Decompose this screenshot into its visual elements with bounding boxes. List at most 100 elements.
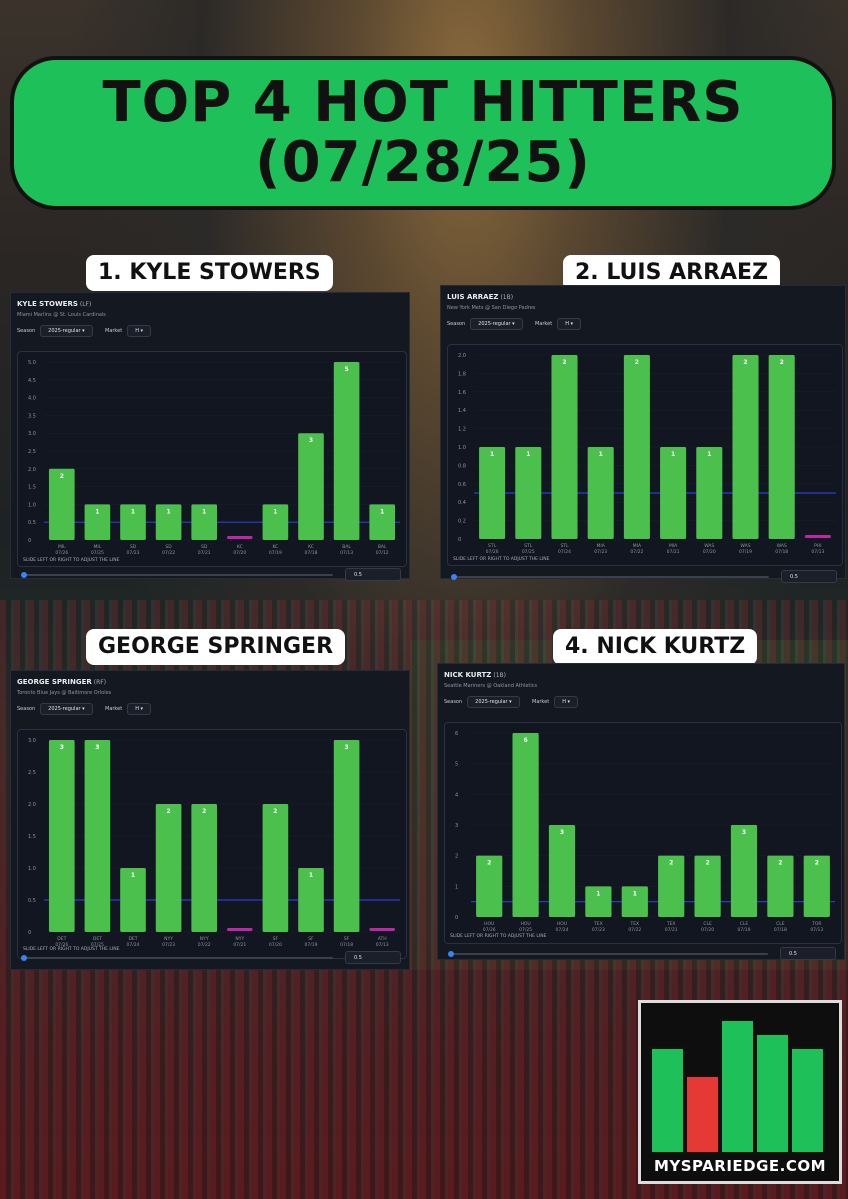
line-value-input[interactable]: 0.5 [345,568,401,581]
bar-value-label: 2 [60,473,64,480]
y-tick-label: 6 [455,731,458,737]
x-tick-date: 07/19 [738,927,751,933]
x-tick-date: 07/22 [628,927,641,933]
line-slider-knob[interactable] [21,572,27,578]
x-tick-team: TEX [666,921,676,927]
line-value-input[interactable]: 0.5 [780,947,836,960]
season-select[interactable]: 2025-regular ▾ [470,318,523,330]
season-label: Season [444,699,463,705]
player-name: KYLE STOWERS (LF) [17,300,92,308]
x-tick-date: 07/25 [91,942,104,948]
x-tick-team: CLE [703,921,712,927]
x-tick-team: WAS [704,543,714,549]
line-value-input[interactable]: 0.5 [781,570,837,583]
bar-value-label: 1 [309,872,313,879]
bar-det-07-24 [120,868,146,932]
market-select[interactable]: H ▾ [554,696,579,708]
season-select[interactable]: 2025-regular ▾ [40,325,93,337]
x-tick-team: BAL [378,544,387,550]
y-tick-label: 1.0 [28,866,36,872]
x-tick-date: 07/25 [522,549,535,555]
bar-det-07-26 [48,740,75,932]
line-slider[interactable] [21,955,333,961]
x-tick-team: MIA [597,543,606,549]
title-banner: TOP 4 HOT HITTERS (07/28/25) [10,56,836,210]
bar-sf-07-18 [333,740,360,932]
y-tick-label: 1.0 [28,502,36,508]
bar-value-label: 1 [490,451,494,458]
player-position: (LF) [79,301,92,308]
x-tick-team: BAL [342,544,351,550]
y-tick-label: 2.5 [28,449,36,455]
x-tick-date: 07/18 [305,550,318,556]
x-tick-team: WAS [777,543,787,549]
logo-bar [685,1075,720,1154]
y-tick-label: 2.0 [28,802,36,808]
bar-stl-07-24 [551,355,578,539]
x-tick-date: 07/24 [127,942,140,948]
x-tick-team: TEX [593,921,603,927]
x-tick-date: 07/23 [594,549,607,555]
x-tick-date: 07/23 [592,927,605,933]
y-tick-label: 2.0 [28,467,36,473]
player-name: NICK KURTZ (1B) [444,671,506,679]
player-matchup: Miami Marlins @ St. Louis Cardinals [17,312,106,318]
season-select[interactable]: 2025-regular ▾ [467,696,520,708]
y-tick-label: 4.5 [28,378,36,384]
x-tick-team: DET [57,936,66,942]
player-card-kyle-stowers: KYLE STOWERS (LF) Miami Marlins @ St. Lou… [10,292,410,581]
slider-hint: SLIDE LEFT OR RIGHT TO ADJUST THE LINE [23,947,120,952]
bar-stl-07-26 [479,447,506,539]
line-value-input[interactable]: 0.5 [345,951,401,964]
market-select[interactable]: H ▾ [127,325,152,337]
x-tick-team: STL [524,543,533,549]
market-control: Market H ▾ [105,324,152,338]
x-tick-team: SD [201,544,208,550]
line-slider-knob[interactable] [451,574,457,580]
x-tick-date: 07/13 [340,550,353,556]
line-slider[interactable] [21,572,333,578]
logo-text: MYSPARIEDGE.COM [653,1157,827,1175]
x-tick-date: 07/23 [127,550,140,556]
bar-nyy-07-22 [191,804,218,932]
y-tick-label: 4 [455,792,458,798]
bar-value-label: 3 [560,829,564,836]
x-tick-date: 07/26 [55,942,68,948]
y-tick-label: 0.2 [458,519,466,525]
season-select[interactable]: 2025-regular ▾ [40,703,93,715]
player-position: (1B) [493,672,506,679]
bar-value-label: 2 [780,359,784,366]
x-tick-team: TEX [629,921,639,927]
bar-bal-07-12 [369,504,396,540]
x-tick-team: HOU [557,921,567,927]
x-tick-team: DET [128,936,137,942]
x-tick-team: PHI [814,543,821,549]
x-tick-date: 07/13 [810,927,823,933]
market-select[interactable]: H ▾ [127,703,152,715]
logo-bar [720,1019,755,1154]
slider-hint: SLIDE LEFT OR RIGHT TO ADJUST THE LINE [23,558,120,563]
x-tick-team: NYY [235,936,244,942]
x-tick-date: 07/18 [774,927,787,933]
market-select[interactable]: H ▾ [557,318,582,330]
season-control: Season 2025-regular ▾ [17,324,93,338]
bar-value-label: 1 [599,451,603,458]
bar-cle-07-18 [767,855,794,917]
x-tick-date: 07/18 [340,942,353,948]
line-slider[interactable] [451,574,769,580]
bar-sd-07-21 [191,504,218,540]
x-tick-date: 07/21 [667,549,680,555]
bar-hou-07-26 [476,855,503,917]
bar-value-label: 2 [815,860,819,867]
bar-kc-07-20 [226,536,253,539]
y-tick-label: 0.6 [458,482,466,488]
bar-value-label: 3 [742,829,746,836]
y-tick-label: 3 [455,823,458,829]
line-slider-knob[interactable] [21,955,27,961]
line-slider[interactable] [448,951,768,957]
line-slider-knob[interactable] [448,951,454,957]
bar-value-label: 1 [596,890,600,897]
y-tick-label: 3.0 [28,431,36,437]
bar-kc-07-18 [298,433,324,540]
bar-bal-07-13 [333,362,360,540]
